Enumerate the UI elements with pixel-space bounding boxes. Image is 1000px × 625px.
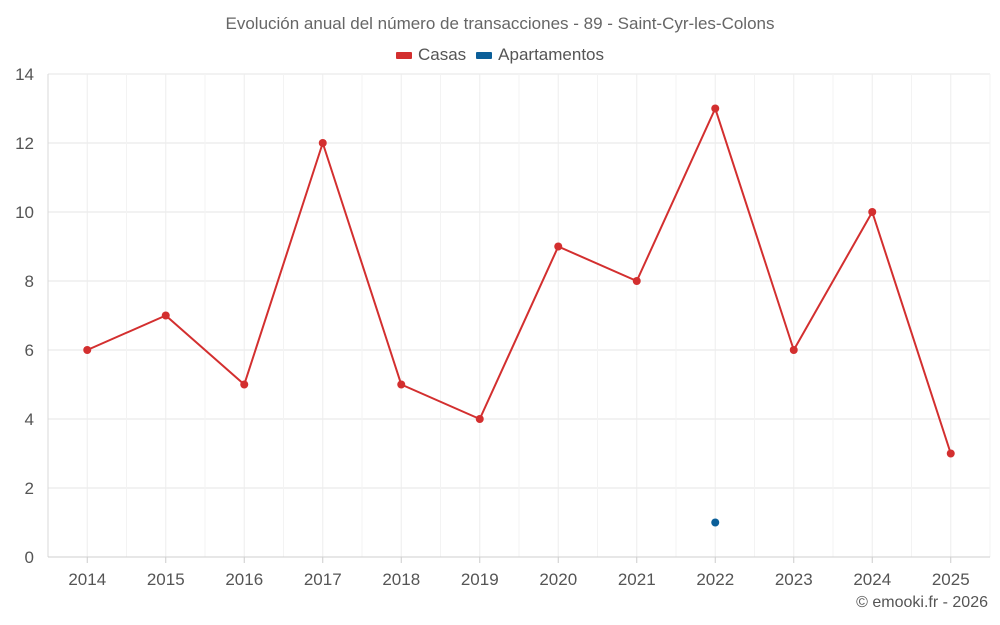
legend-label-casas: Casas [417,45,467,64]
x-tick-label: 2014 [68,570,106,589]
x-tick-label: 2015 [147,570,185,589]
x-tick-label: 2019 [461,570,499,589]
x-tick-label: 2024 [853,570,891,589]
chart-title: Evolución anual del número de transaccio… [225,14,775,33]
data-point-casas [554,242,563,251]
x-tick-label: 2025 [932,570,970,589]
x-tick-label: 2023 [775,570,813,589]
y-tick-label: 8 [25,272,34,291]
y-tick-label: 10 [15,203,34,222]
data-point-casas [83,346,92,354]
legend-label-apartamentos: Apartamentos [498,45,605,64]
data-point-casas [789,346,798,354]
y-tick-label: 0 [25,548,34,567]
data-point-casas [711,104,720,113]
data-point-casas [946,449,955,458]
y-tick-label: 14 [15,65,34,84]
y-tick-label: 4 [25,410,34,429]
x-tick-label: 2021 [618,570,656,589]
data-point-casas [475,415,484,423]
data-point-casas [632,277,641,285]
y-tick-label: 2 [25,479,34,498]
data-point-casas [868,208,877,216]
y-tick-label: 12 [15,134,34,153]
x-tick-label: 2017 [304,570,342,589]
y-tick-label: 6 [25,341,34,360]
data-point-casas [397,380,406,389]
legend: Casas Apartamentos [0,45,1000,65]
x-tick-label: 2022 [696,570,734,589]
data-point-casas [240,380,249,389]
legend-item-apartamentos[interactable]: Apartamentos [476,45,604,65]
legend-swatch-apartamentos [476,51,493,59]
x-tick-label: 2020 [539,570,577,589]
legend-swatch-casas [395,51,412,59]
x-tick-label: 2018 [382,570,420,589]
data-point-casas [318,139,327,147]
data-point-casas [161,311,170,320]
x-tick-label: 2016 [225,570,263,589]
data-point-apartamentos [711,518,720,527]
legend-item-casas[interactable]: Casas [395,45,467,65]
series-line-casas [86,107,952,454]
credit-text: © emooki.fr - 2026 [856,594,988,611]
